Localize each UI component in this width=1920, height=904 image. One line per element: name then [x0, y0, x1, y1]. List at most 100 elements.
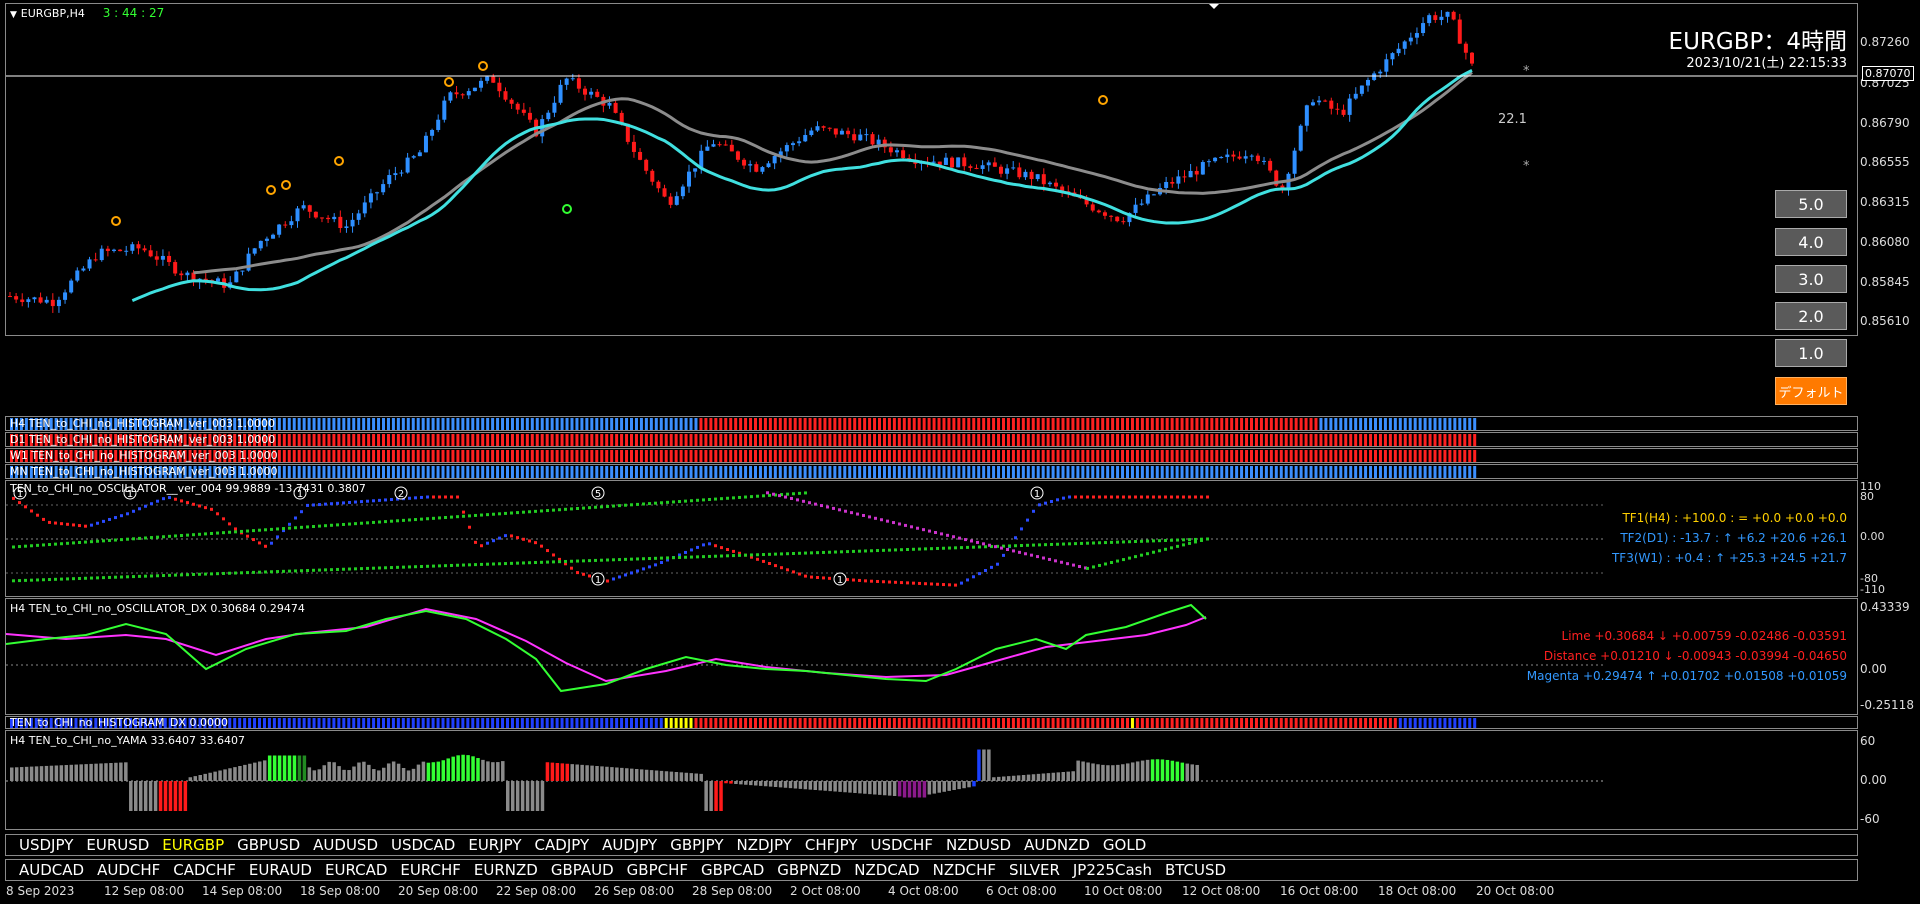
- histogram-bar: [163, 466, 167, 478]
- histogram-bar: [927, 434, 931, 446]
- histogram-bar: [466, 434, 470, 446]
- osc-dot: [258, 528, 261, 532]
- symbol-button-gold[interactable]: GOLD: [1102, 836, 1147, 854]
- symbol-button-eurnzd[interactable]: EURNZD: [473, 861, 538, 879]
- symbol-button-nzdjpy[interactable]: NZDJPY: [736, 836, 792, 854]
- symbol-button-nzdusd[interactable]: NZDUSD: [945, 836, 1012, 854]
- yama-pane[interactable]: H4 TEN_to_CHI_no_YAMA 33.6407 33.6407: [5, 730, 1858, 830]
- histogram-label: H4 TEN_to_CHI_no_HISTOGRAM_ver_003 1.000…: [10, 417, 275, 430]
- histogram-bar: [1393, 450, 1397, 462]
- symbol-button-gbpcad[interactable]: GBPCAD: [701, 861, 765, 879]
- histogram-dx-bar: [937, 718, 941, 728]
- histogram-bar: [401, 434, 405, 446]
- yama-bar: [704, 781, 708, 811]
- histogram-bar: [491, 450, 495, 462]
- candle-body: [1317, 100, 1322, 103]
- yama-bar: [664, 771, 669, 781]
- symbol-button-nzdcad[interactable]: NZDCAD: [854, 861, 920, 879]
- yama-bar: [382, 767, 386, 781]
- symbol-button-btcusd[interactable]: BTCUSD: [1164, 861, 1227, 879]
- symbol-button-usdjpy[interactable]: USDJPY: [19, 836, 74, 854]
- symbol-button-usdchf[interactable]: USDCHF: [870, 836, 933, 854]
- histogram-dx-row: TEN_to_CHI_no_HISTOGRAM_DX 0.0000: [5, 716, 1858, 729]
- histogram-bar: [19, 418, 23, 430]
- candle-body: [338, 216, 343, 229]
- histogram-bar: [515, 434, 519, 446]
- histogram-bar: [654, 434, 658, 446]
- symbol-button-gbpusd[interactable]: GBPUSD: [237, 836, 301, 854]
- symbol-button-eurjpy[interactable]: EURJPY: [468, 836, 522, 854]
- histogram-bar: [138, 450, 142, 462]
- histogram-bar: [739, 450, 743, 462]
- histogram-bar: [1299, 466, 1303, 478]
- histogram-bar: [377, 466, 381, 478]
- zoom-5-button[interactable]: 5.0: [1775, 190, 1847, 218]
- zoom-1-button[interactable]: 1.0: [1775, 339, 1847, 367]
- candle-body: [1035, 174, 1040, 180]
- histogram-bar: [426, 434, 430, 446]
- symbol-button-usdcad[interactable]: USDCAD: [391, 836, 456, 854]
- symbol-button-cadjpy[interactable]: CADJPY: [534, 836, 590, 854]
- symbol-button-audnzd[interactable]: AUDNZD: [1024, 836, 1090, 854]
- zoom-3-button[interactable]: 3.0: [1775, 265, 1847, 293]
- zoom-2-button[interactable]: 2.0: [1775, 302, 1847, 330]
- histogram-bar: [287, 450, 291, 462]
- histogram-bar: [1274, 466, 1278, 478]
- osc-dot: [1092, 565, 1095, 569]
- histogram-dx-bar: [520, 718, 524, 728]
- symbol-button-euraud[interactable]: EURAUD: [248, 861, 312, 879]
- yama-bar: [545, 762, 550, 781]
- candle-body: [894, 150, 899, 153]
- symbol-button-audusd[interactable]: AUDUSD: [313, 836, 378, 854]
- osc-dot: [886, 519, 889, 523]
- yama-bar: [476, 758, 480, 781]
- candle-body: [185, 272, 190, 276]
- symbol-button-gbpjpy[interactable]: GBPJPY: [670, 836, 724, 854]
- oscillator-dx-pane[interactable]: H4 TEN_to_CHI_no_OSCILLATOR_DX 0.30684 0…: [5, 598, 1858, 715]
- symbol-button-gbpaud[interactable]: GBPAUD: [550, 861, 614, 879]
- osc-dot: [786, 492, 789, 496]
- osc-dot: [48, 520, 51, 524]
- symbol-button-jp225cash[interactable]: JP225Cash: [1072, 861, 1152, 879]
- symbol-button-chfjpy[interactable]: CHFJPY: [804, 836, 858, 854]
- osc-dot: [582, 506, 585, 510]
- candle-body: [1188, 170, 1193, 178]
- histogram-bar: [1130, 418, 1134, 430]
- symbol-button-gbpchf[interactable]: GBPCHF: [626, 861, 688, 879]
- histogram-bar: [1230, 418, 1234, 430]
- symbol-button-silver[interactable]: SILVER: [1009, 861, 1060, 879]
- symbol-button-eurcad[interactable]: EURCAD: [324, 861, 388, 879]
- symbol-button-eurgbp[interactable]: EURGBP: [162, 836, 225, 854]
- histogram-bar: [1314, 466, 1318, 478]
- histogram-dx-bar: [1205, 718, 1209, 728]
- symbol-button-nzdchf[interactable]: NZDCHF: [932, 861, 997, 879]
- yama-bar: [813, 781, 818, 790]
- osc-dot: [826, 505, 829, 509]
- symbol-button-cadchf[interactable]: CADCHF: [173, 861, 236, 879]
- zoom-4-button[interactable]: 4.0: [1775, 228, 1847, 256]
- histogram-bar: [74, 466, 78, 478]
- histogram-bar: [1091, 418, 1095, 430]
- symbol-button-audchf[interactable]: AUDCHF: [97, 861, 161, 879]
- symbol-button-audjpy[interactable]: AUDJPY: [602, 836, 658, 854]
- candle-body: [583, 88, 588, 95]
- histogram-bar: [600, 450, 604, 462]
- candle-body: [1341, 109, 1346, 115]
- histogram-bar: [580, 418, 584, 430]
- candle-body: [1292, 150, 1297, 174]
- main-chart-pane[interactable]: ▼ EURGBP,H4 3 : 44 : 27 EURGBP：4時間 2023/…: [5, 3, 1858, 336]
- symbol-button-gbpnzd[interactable]: GBPNZD: [777, 861, 842, 879]
- candle-body: [570, 78, 575, 80]
- osc-dot: [1116, 540, 1119, 544]
- osc-dot: [42, 543, 45, 547]
- price-chart[interactable]: [6, 4, 1858, 336]
- histogram-bar: [10, 466, 13, 478]
- dropdown-triangle-icon[interactable]: ▼: [10, 10, 17, 20]
- histogram-bar: [148, 466, 152, 478]
- histogram-dx-bar: [932, 718, 936, 728]
- symbol-button-audcad[interactable]: AUDCAD: [19, 861, 85, 879]
- default-button[interactable]: デフォルト: [1775, 377, 1847, 405]
- symbol-button-eurusd[interactable]: EURUSD: [86, 836, 150, 854]
- symbol-button-eurchf[interactable]: EURCHF: [400, 861, 461, 879]
